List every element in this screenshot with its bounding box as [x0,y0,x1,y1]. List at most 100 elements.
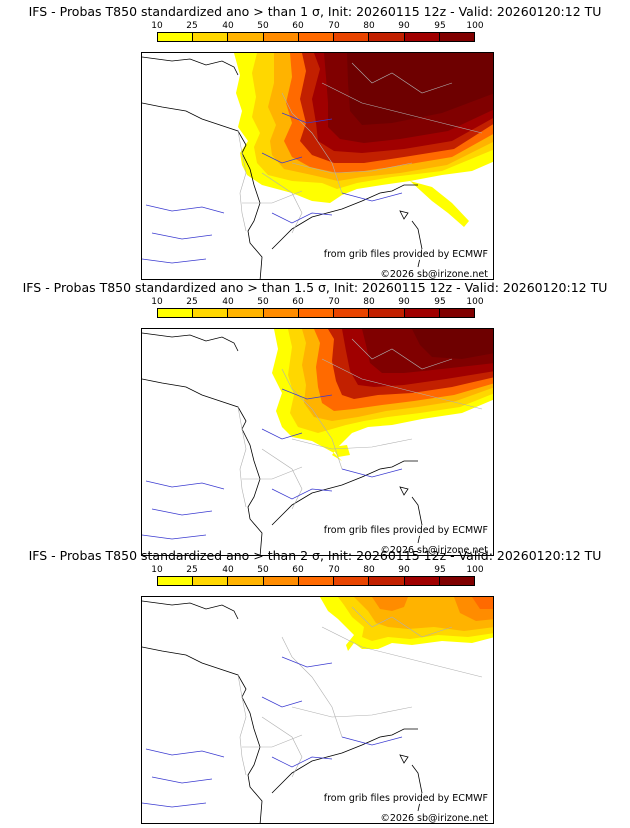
colorbar-ticks: 10 25 40 50 60 70 80 90 95 100 [151,21,483,32]
colorbar-tick: 80 [363,297,375,307]
map-borders [142,56,483,279]
colorbar-ticks: 10 25 40 50 60 70 80 90 95 100 [151,297,483,308]
colorbar: 10 25 40 50 60 70 80 90 95 100 [151,297,484,321]
colorbar-swatch [439,33,474,41]
colorbar-tick: 10 [151,21,163,31]
colorbar-tick: 10 [151,297,163,307]
colorbar-tick: 10 [151,565,163,575]
colorbar-swatch [228,309,264,317]
probability-field [320,597,493,651]
colorbar-swatch [334,33,370,41]
colorbar-swatch [193,33,229,41]
colorbar-ticks: 10 25 40 50 60 70 80 90 95 100 [151,565,483,576]
colorbar-tick: 70 [328,297,340,307]
colorbar-swatches [157,32,475,42]
country-borders [237,62,483,234]
colorbar-tick: 70 [328,565,340,575]
colorbar-tick: 100 [466,297,484,307]
colorbar-swatch [263,577,299,585]
probability-field [234,53,493,227]
map-canvas [142,597,493,823]
rivers [142,388,403,540]
prob-contour-50 [372,597,408,611]
colorbar: 10 25 40 50 60 70 80 90 95 100 [151,21,484,45]
colorbar-tick: 25 [186,565,198,575]
colorbar-tick: 70 [328,21,340,31]
rivers [142,112,403,264]
colorbar-tick: 25 [186,21,198,31]
colorbar-swatch [158,577,194,585]
map-canvas [142,53,493,279]
data-source-credit: from grib files provided by ECMWF [322,793,489,804]
colorbar-tick: 50 [257,297,269,307]
probability-panel-1-5-sigma: IFS - Probas T850 standardized ano > tha… [0,280,630,556]
data-source-credit: from grib files provided by ECMWF [322,249,489,260]
colorbar-swatch [439,309,474,317]
probability-field [272,329,493,461]
colorbar-swatch [404,33,440,41]
colorbar-tick: 25 [186,297,198,307]
colorbar-tick: 80 [363,21,375,31]
colorbar-swatch [263,309,299,317]
colorbar-tick: 95 [434,21,446,31]
colorbar-tick: 100 [466,21,484,31]
colorbar-swatch [439,577,474,585]
coastline [142,600,423,823]
probability-panel-1-sigma: IFS - Probas T850 standardized ano > tha… [0,4,630,280]
panel-title: IFS - Probas T850 standardized ano > tha… [22,280,608,295]
probability-map: from grib files provided by ECMWF ©2026 … [141,596,494,824]
colorbar-swatches [157,576,475,586]
colorbar-tick: 60 [292,565,304,575]
panel-title: IFS - Probas T850 standardized ano > tha… [28,4,602,19]
copyright-credit: ©2026 sb@irizone.net [379,269,489,280]
colorbar-swatch [228,577,264,585]
probability-panel-2-sigma: IFS - Probas T850 standardized ano > tha… [0,548,630,824]
prob-contour-95-core [412,329,493,359]
prob-contour-yellow-blob [332,445,350,457]
colorbar-tick: 100 [466,565,484,575]
colorbar-swatch [298,577,335,585]
colorbar-swatch [334,577,370,585]
colorbar-swatch [404,309,440,317]
colorbar-swatch [298,33,335,41]
colorbar-swatch [369,577,405,585]
colorbar-swatch [369,33,405,41]
colorbar-tick: 90 [398,297,410,307]
panel-title: IFS - Probas T850 standardized ano > tha… [28,548,602,563]
colorbar-swatch [158,309,194,317]
coastline [142,332,423,555]
colorbar-swatch [228,33,264,41]
colorbar-tick: 90 [398,21,410,31]
data-source-credit: from grib files provided by ECMWF [322,525,489,536]
map-borders [142,332,483,555]
probability-map: from grib files provided by ECMWF ©2026 … [141,52,494,280]
colorbar-swatch [298,309,335,317]
colorbar-tick: 40 [222,297,234,307]
colorbar-swatch [193,577,229,585]
rivers [142,656,403,808]
colorbar-tick: 50 [257,565,269,575]
colorbar-swatch [404,577,440,585]
prob-contour-60-east [472,597,493,609]
colorbar-swatches [157,308,475,318]
colorbar-tick: 95 [434,565,446,575]
colorbar-tick: 80 [363,565,375,575]
colorbar-tick: 40 [222,21,234,31]
country-borders [237,338,483,510]
map-borders [142,600,483,823]
copyright-credit: ©2026 sb@irizone.net [379,545,489,556]
colorbar-swatch [263,33,299,41]
country-borders [237,606,483,778]
map-canvas [142,329,493,555]
colorbar-swatch [193,309,229,317]
prob-contour-95-core [347,53,493,125]
colorbar-tick: 90 [398,565,410,575]
colorbar-swatch [369,309,405,317]
prob-contour-yellow-coast [410,181,469,227]
colorbar-tick: 60 [292,21,304,31]
colorbar: 10 25 40 50 60 70 80 90 95 100 [151,565,484,589]
colorbar-tick: 40 [222,565,234,575]
probability-map: from grib files provided by ECMWF ©2026 … [141,328,494,556]
colorbar-swatch [158,33,194,41]
coastline [142,56,423,279]
